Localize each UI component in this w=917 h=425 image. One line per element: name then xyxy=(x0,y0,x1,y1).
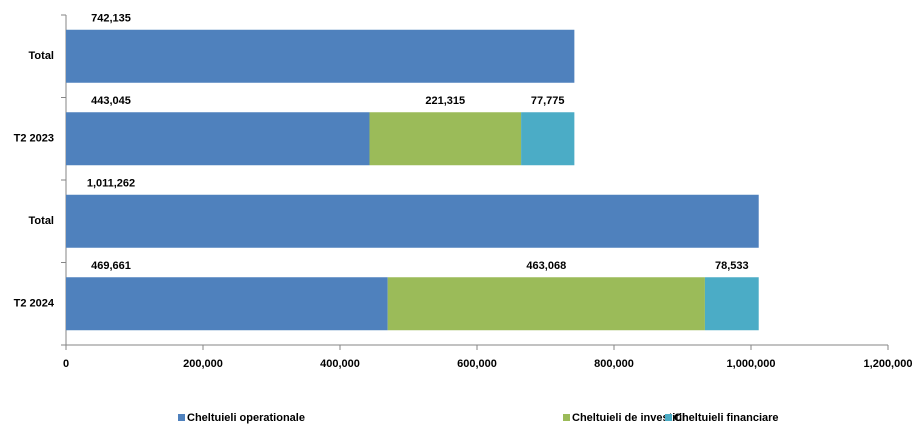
bar-segment xyxy=(66,194,759,248)
bar-segment xyxy=(387,277,705,331)
bar-segment xyxy=(66,29,575,83)
data-label: 221,315 xyxy=(425,95,465,107)
legend-swatch xyxy=(178,414,185,421)
data-label: 1,011,262 xyxy=(87,178,135,190)
x-tick-label: 800,000 xyxy=(594,358,634,370)
x-tick-label: 0 xyxy=(63,358,69,370)
bar-segment xyxy=(66,112,370,166)
bar-segment xyxy=(369,112,522,166)
y-tick-label: T2 2023 xyxy=(14,133,54,145)
legend-swatch xyxy=(563,414,570,421)
bar-segment xyxy=(521,112,575,166)
legend-swatch xyxy=(665,414,672,421)
x-tick-label: 1,000,000 xyxy=(727,358,776,370)
x-tick-label: 1,200,000 xyxy=(864,358,913,370)
y-tick-label: Total xyxy=(29,215,54,227)
data-label: 469,661 xyxy=(91,260,131,272)
x-tick-label: 200,000 xyxy=(183,358,223,370)
data-label: 463,068 xyxy=(526,260,566,272)
bar-segment xyxy=(66,277,388,331)
y-tick-label: Total xyxy=(29,50,54,62)
legend-label: Cheltuieli financiare xyxy=(674,412,779,424)
data-label: 443,045 xyxy=(91,95,131,107)
data-label: 742,135 xyxy=(91,13,131,25)
data-label: 78,533 xyxy=(715,260,749,272)
legend-label: Cheltuieli operationale xyxy=(187,412,305,424)
data-label: 77,775 xyxy=(531,95,565,107)
legend-label: Cheltuieli de investitii xyxy=(572,412,685,424)
bar-segment xyxy=(704,277,759,331)
x-tick-label: 600,000 xyxy=(457,358,497,370)
x-tick-label: 400,000 xyxy=(320,358,360,370)
y-tick-label: T2 2024 xyxy=(14,298,55,310)
